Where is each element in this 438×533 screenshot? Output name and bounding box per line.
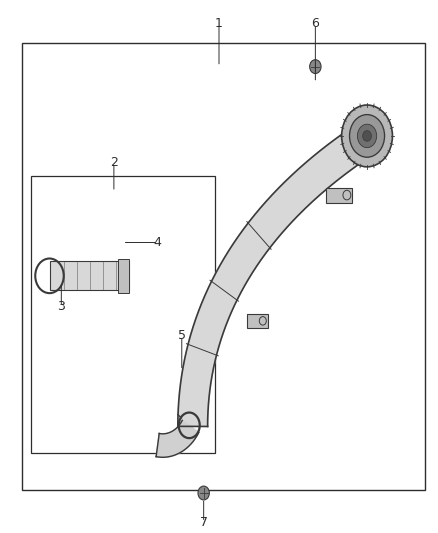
Polygon shape bbox=[156, 421, 199, 457]
Circle shape bbox=[310, 60, 321, 74]
Bar bbox=[118, 259, 129, 293]
Text: 3: 3 bbox=[57, 300, 65, 313]
Circle shape bbox=[342, 105, 392, 167]
Bar bbox=[50, 261, 129, 290]
Text: 6: 6 bbox=[311, 18, 319, 30]
Bar bbox=[31, 176, 215, 453]
Bar bbox=[247, 314, 268, 328]
Text: 5: 5 bbox=[178, 329, 186, 342]
Circle shape bbox=[350, 115, 385, 157]
Text: 1: 1 bbox=[215, 18, 223, 30]
Bar bbox=[22, 43, 425, 490]
Text: 7: 7 bbox=[200, 516, 208, 529]
Circle shape bbox=[198, 486, 209, 500]
Circle shape bbox=[357, 124, 377, 148]
Bar bbox=[326, 188, 352, 203]
Text: 4: 4 bbox=[154, 236, 162, 249]
Polygon shape bbox=[178, 134, 358, 426]
Circle shape bbox=[363, 131, 371, 141]
Text: 2: 2 bbox=[110, 156, 118, 169]
